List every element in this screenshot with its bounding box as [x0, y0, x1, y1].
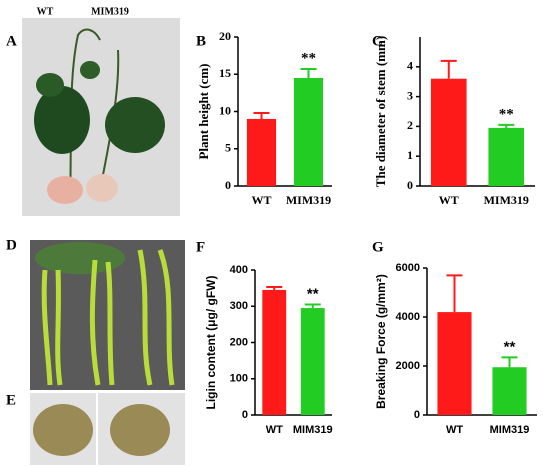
- leaves: [35, 242, 125, 274]
- y-tick-label: 0: [242, 409, 248, 421]
- significance: **: [301, 50, 316, 66]
- significance: **: [307, 285, 319, 302]
- bar: [492, 367, 527, 415]
- roots: [47, 176, 83, 204]
- y-tick-label: 400: [230, 264, 248, 276]
- y-axis-label: Ligin content (μg/ gFW): [204, 276, 218, 410]
- x-tick-label: WT: [251, 193, 271, 207]
- powder: [110, 404, 170, 456]
- chart: 0 2000 4000 6000 WT MIM319 ** Breaking Force (g…: [374, 262, 537, 436]
- bar: [246, 118, 277, 186]
- y-tick-label: 10: [219, 103, 231, 117]
- leaves: [105, 97, 165, 153]
- y-tick-label: 0: [414, 409, 420, 421]
- x-tick-label: MIM319: [293, 424, 333, 436]
- stems: [41, 249, 175, 386]
- x-tick-label: MIM319: [484, 193, 529, 207]
- y-tick-label: 4: [407, 59, 413, 73]
- error-bar: [446, 274, 463, 313]
- panel-label: G: [372, 239, 384, 255]
- x-tick-label: WT: [266, 424, 283, 436]
- panel-label: E: [6, 392, 16, 408]
- x-tick-label: WT: [439, 193, 459, 207]
- significance: **: [499, 106, 514, 122]
- y-tick-label: 20: [219, 29, 231, 43]
- y-axis-label: The diameter of stem (mm): [373, 36, 388, 187]
- powder: [33, 404, 93, 456]
- y-tick-label: 4000: [396, 311, 420, 323]
- y-tick-label: 100: [230, 373, 248, 385]
- bar: [488, 127, 525, 186]
- leaves: [34, 86, 90, 154]
- y-tick-label: 200: [230, 336, 248, 348]
- photo-d: D: [6, 237, 185, 390]
- roots: [86, 174, 118, 202]
- x-tick-label: WT: [446, 424, 463, 436]
- chart: 0 5 10 15 20 WT MIM319 ** Plant height (cm): [196, 29, 332, 207]
- error-bar: [440, 59, 457, 79]
- stem: [69, 28, 101, 196]
- panel-label: B: [196, 33, 206, 49]
- y-tick-label: 0: [225, 178, 231, 192]
- y-tick-label: 1: [407, 148, 413, 162]
- panel-label: F: [196, 239, 205, 255]
- significance: **: [504, 338, 516, 355]
- y-axis-label: Breaking Force (g/mm²): [374, 274, 388, 409]
- panel-label: D: [6, 237, 17, 253]
- y-tick-label: 0: [407, 178, 413, 192]
- panel-label: A: [6, 33, 17, 49]
- x-tick-label: MIM319: [490, 424, 530, 436]
- photo-a: WT MIM319 A: [6, 6, 180, 216]
- leaves: [36, 73, 64, 97]
- bar: [293, 77, 324, 186]
- error-bar: [253, 111, 270, 119]
- y-tick-label: 6000: [396, 262, 420, 274]
- bar: [430, 78, 467, 186]
- error-bar: [501, 356, 518, 368]
- chart: 0 100 200 300 400 WT MIM319 ** Ligin content (μg…: [204, 264, 332, 436]
- photo-e: E: [6, 392, 185, 465]
- bar: [300, 308, 325, 415]
- y-tick-label: 2000: [396, 360, 420, 372]
- panel-label: C: [372, 33, 383, 49]
- y-tick-label: 5: [225, 141, 231, 155]
- bar: [262, 289, 287, 415]
- error-bar: [498, 123, 515, 128]
- error-bar: [300, 68, 317, 78]
- chart: 0 1 2 3 4 WT MIM319 ** The diameter of stem (mm): [373, 36, 535, 207]
- photo-label: MIM319: [91, 6, 129, 17]
- photo-label: WT: [37, 6, 54, 17]
- error-bar: [304, 303, 321, 309]
- y-axis-label: Plant height (cm): [196, 63, 211, 159]
- y-tick-label: 2: [407, 118, 413, 132]
- leaves: [80, 61, 100, 79]
- y-tick-label: 15: [219, 66, 231, 80]
- bar: [437, 312, 472, 415]
- x-tick-label: MIM319: [286, 193, 331, 207]
- error-bar: [266, 286, 283, 290]
- y-tick-label: 300: [230, 300, 248, 312]
- y-tick-label: 3: [407, 88, 413, 102]
